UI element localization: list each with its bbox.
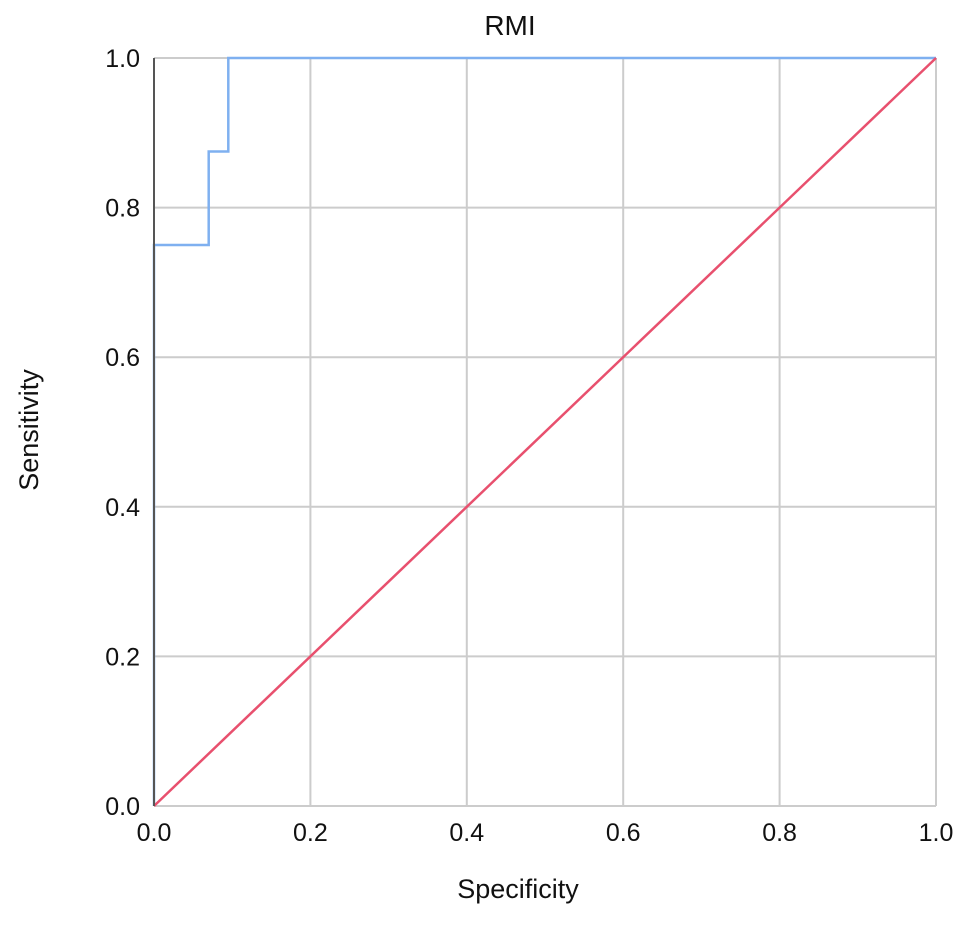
y-tick-label: 0.0 — [105, 793, 140, 821]
x-tick-label: 0.6 — [606, 819, 641, 847]
y-tick-label: 0.6 — [105, 344, 140, 372]
x-tick-label: 0.8 — [762, 819, 797, 847]
x-tick-label: 1.0 — [919, 819, 954, 847]
chart-title: RMI — [484, 10, 535, 41]
x-axis-label: Specificity — [457, 874, 579, 904]
y-tick-label: 0.4 — [105, 494, 140, 522]
y-axis-label: Sensitivity — [14, 369, 44, 491]
series-layer — [152, 56, 937, 807]
axis-layer: 0.0 0.2 0.4 0.6 0.8 1.0 0.0 0.2 0.4 0.6 0.8 1.0 — [105, 45, 953, 847]
y-tick-label: 0.2 — [105, 643, 140, 671]
reference-diagonal-line — [153, 57, 937, 807]
x-tick-label: 0.0 — [137, 819, 172, 847]
y-tick-label: 1.0 — [105, 45, 140, 73]
x-tick-label: 0.4 — [449, 819, 484, 847]
y-tick-label: 0.8 — [105, 195, 140, 223]
x-tick-label: 0.2 — [293, 819, 328, 847]
